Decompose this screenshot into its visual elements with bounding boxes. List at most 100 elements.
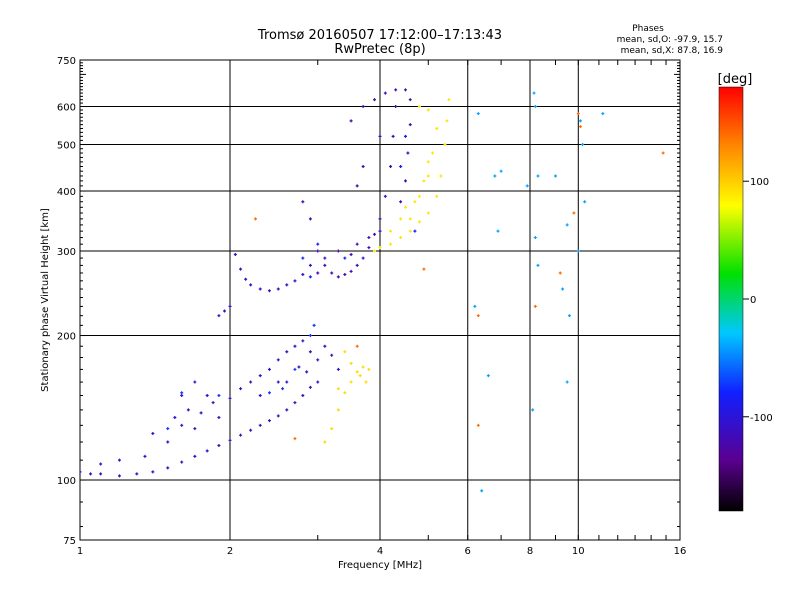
data-point: [308, 217, 312, 221]
data-point: [413, 200, 417, 204]
data-point: [578, 125, 582, 129]
data-point: [406, 151, 410, 155]
data-point: [293, 344, 297, 348]
data-point: [336, 387, 340, 391]
y-tick-label: 300: [57, 247, 76, 258]
data-point: [249, 283, 253, 287]
data-point: [301, 256, 305, 260]
data-point: [205, 394, 209, 398]
data-point: [355, 242, 359, 246]
data-point: [80, 470, 82, 474]
y-tick-labels: 75 100 200 300 400 500 600 750: [57, 56, 76, 547]
data-point: [533, 105, 537, 109]
data-point: [355, 344, 359, 348]
data-point: [389, 164, 393, 168]
data-point: [323, 263, 327, 267]
data-point: [355, 263, 359, 267]
data-point: [413, 229, 417, 233]
y-tick-label: 500: [57, 141, 76, 152]
x-tick-labels: 1 2 4 6 8 10 16: [77, 546, 687, 557]
data-point: [258, 394, 262, 398]
data-point: [403, 205, 407, 209]
data-point: [151, 432, 155, 436]
data-point: [364, 380, 368, 384]
data-point: [276, 358, 280, 362]
data-point: [293, 437, 297, 441]
data-point: [239, 387, 243, 391]
x-tick-label: 4: [377, 546, 383, 557]
data-point: [378, 217, 382, 221]
data-point: [476, 112, 480, 116]
data-point: [281, 387, 285, 391]
data-point: [561, 287, 565, 291]
data-point: [443, 143, 447, 147]
data-point: [361, 105, 365, 109]
data-point: [301, 200, 305, 204]
data-point: [408, 217, 412, 221]
chart-title: Tromsø 20160507 17:12:00–17:13:43: [257, 28, 502, 43]
data-point: [533, 304, 537, 308]
data-point: [293, 279, 297, 283]
data-point: [205, 449, 209, 453]
data-point: [186, 408, 190, 412]
data-point: [166, 440, 170, 444]
data-point: [426, 211, 430, 215]
data-point: [199, 411, 203, 415]
data-point: [361, 164, 365, 168]
data-point: [180, 394, 184, 398]
data-point: [399, 236, 403, 240]
data-point: [373, 232, 377, 236]
data-point: [565, 223, 569, 227]
data-point: [217, 394, 221, 398]
data-point: [408, 229, 412, 233]
data-point: [249, 428, 253, 432]
data-point: [336, 408, 340, 412]
data-point: [553, 174, 557, 178]
data-point: [389, 229, 393, 233]
data-point: [536, 174, 540, 178]
data-point: [228, 438, 232, 442]
x-tick-label: 6: [465, 546, 471, 557]
data-point: [567, 314, 571, 318]
data-point: [403, 179, 407, 183]
data-point: [399, 164, 403, 168]
x-tick-label: 2: [227, 546, 233, 557]
data-point: [217, 444, 221, 448]
data-point: [447, 98, 451, 102]
data-point: [558, 271, 562, 275]
data-point: [576, 249, 580, 253]
data-point: [233, 253, 237, 257]
data-point: [383, 91, 387, 95]
colorbar-tick-label: -100: [750, 413, 773, 424]
data-point: [383, 194, 387, 198]
data-point: [378, 134, 382, 138]
data-point: [476, 423, 480, 427]
data-point: [343, 391, 347, 395]
data-point: [431, 151, 435, 155]
x-axis-label: Frequency [MHz]: [338, 560, 422, 571]
data-point: [267, 367, 271, 371]
data-point: [305, 370, 309, 374]
data-point: [173, 415, 177, 419]
data-point: [378, 246, 382, 250]
data-point: [301, 273, 305, 277]
data-point: [258, 287, 262, 291]
data-point: [361, 365, 365, 369]
data-point: [285, 283, 289, 287]
data-point: [367, 246, 371, 250]
data-point: [301, 339, 305, 343]
data-point: [239, 433, 243, 437]
data-point: [323, 344, 327, 348]
data-point: [435, 126, 439, 130]
data-point: [180, 460, 184, 464]
data-point: [316, 271, 320, 275]
x-tick-label: 1: [77, 546, 83, 557]
data-point: [285, 380, 289, 384]
data-point: [308, 385, 312, 389]
data-point: [499, 169, 503, 173]
data-point: [355, 370, 359, 374]
data-point: [349, 380, 353, 384]
data-point: [439, 174, 443, 178]
data-point: [601, 112, 605, 116]
